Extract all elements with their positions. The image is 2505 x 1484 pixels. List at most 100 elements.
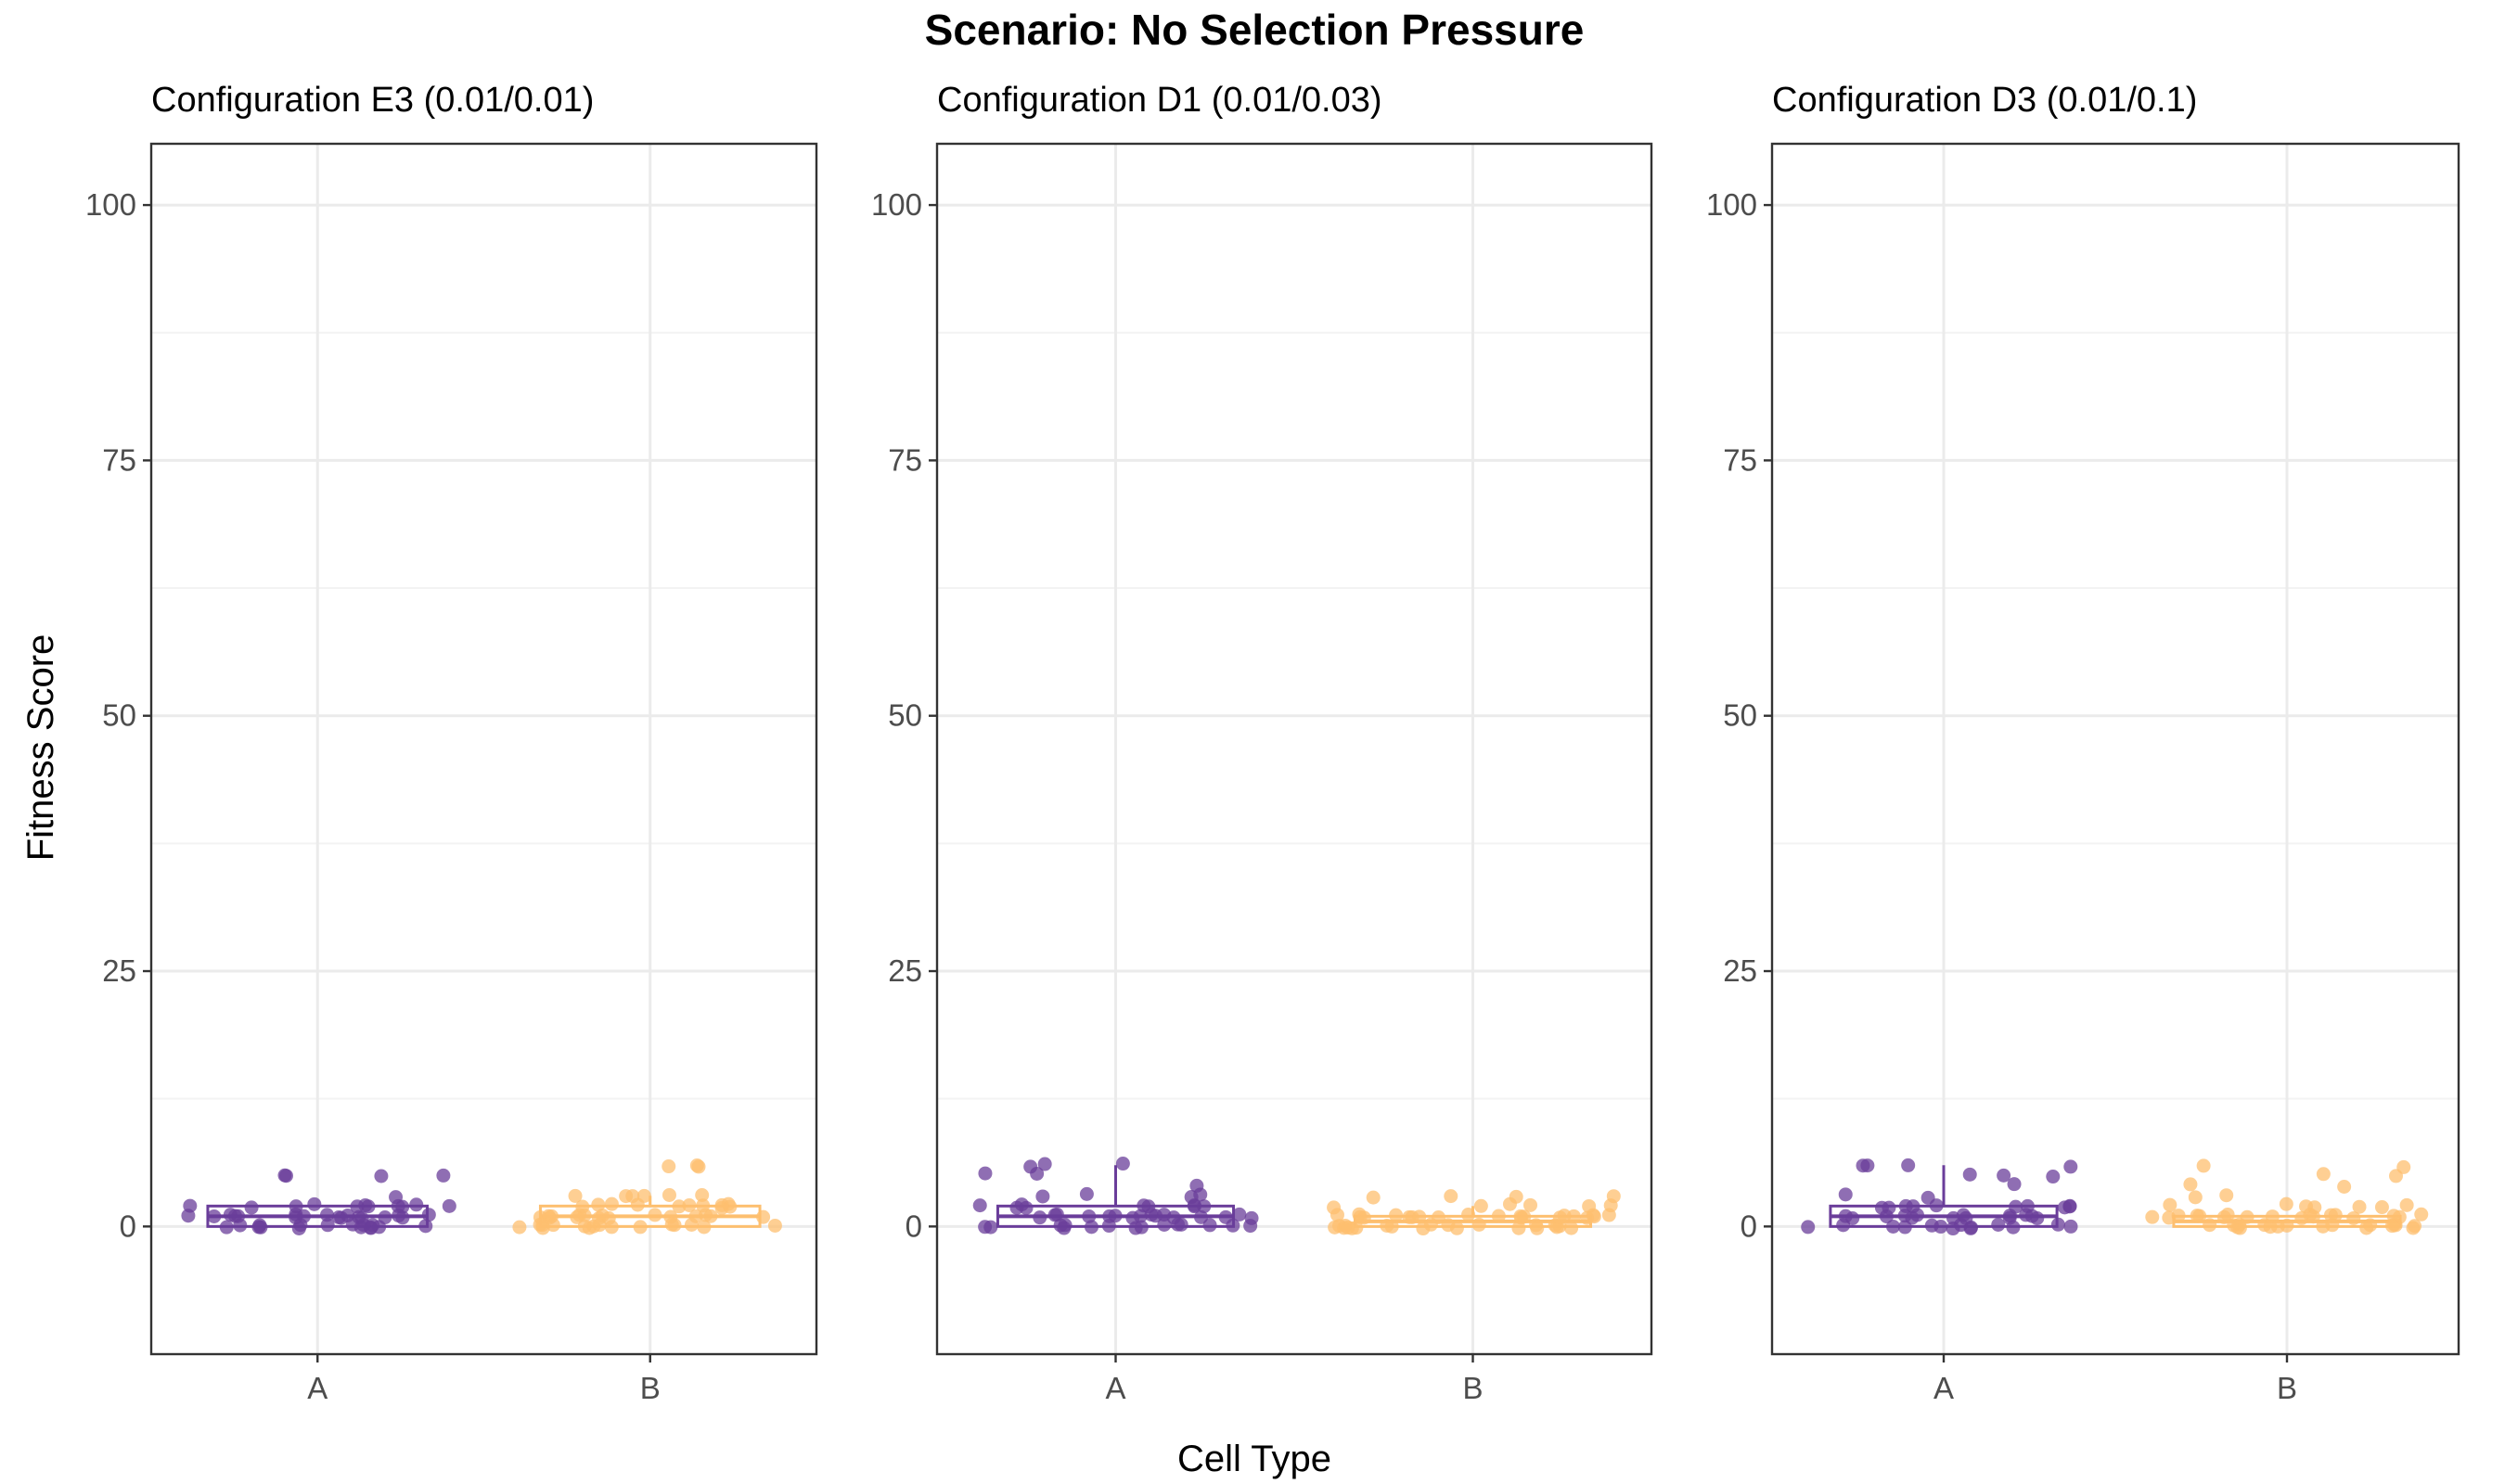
panel-border xyxy=(149,142,818,1356)
x-tick-label: B xyxy=(1462,1371,1483,1405)
data-point xyxy=(392,1209,406,1223)
y-tick-label: 50 xyxy=(1723,698,1757,733)
data-point xyxy=(2232,1221,2247,1235)
data-point xyxy=(582,1221,597,1235)
data-point xyxy=(307,1196,322,1211)
data-point xyxy=(2384,1219,2399,1234)
data-point xyxy=(442,1198,456,1213)
y-tick-label: 25 xyxy=(1723,953,1757,988)
data-point xyxy=(714,1200,729,1215)
data-point xyxy=(1606,1189,1621,1204)
data-point xyxy=(568,1188,583,1203)
data-point xyxy=(2183,1177,2198,1192)
y-tick-label: 25 xyxy=(888,953,922,988)
data-point xyxy=(1530,1221,1545,1235)
data-point xyxy=(689,1158,704,1173)
data-point xyxy=(1389,1208,1404,1222)
data-point xyxy=(1328,1220,1342,1235)
y-tick-label: 0 xyxy=(1741,1209,1757,1243)
data-point xyxy=(278,1169,293,1183)
data-point xyxy=(1523,1197,1538,1212)
panel-1: Configuration E3 (0.01/0.01) 0 25 50 75 100 A B xyxy=(85,81,818,1405)
data-point xyxy=(2057,1200,2072,1215)
data-point xyxy=(1564,1221,1579,1235)
data-point xyxy=(361,1199,376,1214)
data-point xyxy=(2216,1209,2231,1224)
data-point xyxy=(1423,1217,1438,1232)
data-point xyxy=(1193,1187,1208,1202)
data-point xyxy=(356,1218,371,1233)
data-point xyxy=(2399,1197,2414,1212)
data-point xyxy=(1353,1209,1368,1224)
data-point xyxy=(1157,1217,1172,1232)
data-point xyxy=(207,1209,222,1223)
x-tick-label: A xyxy=(1105,1371,1125,1405)
data-point xyxy=(378,1210,392,1225)
data-point xyxy=(1901,1158,1916,1172)
data-point xyxy=(1327,1200,1342,1215)
data-point xyxy=(1108,1209,1123,1223)
data-point xyxy=(2323,1208,2338,1222)
data-point xyxy=(2299,1199,2314,1214)
data-point xyxy=(1084,1220,1098,1235)
data-point xyxy=(636,1188,651,1203)
data-point xyxy=(2190,1209,2204,1223)
data-point xyxy=(1197,1199,1212,1214)
data-point xyxy=(767,1218,782,1233)
data-point xyxy=(978,1166,993,1181)
panel-border xyxy=(935,142,1653,1356)
data-point xyxy=(1552,1210,1567,1225)
data-point xyxy=(1946,1222,1960,1236)
data-point xyxy=(2050,1217,2065,1232)
panel-3: Configuration D3 (0.01/0.1) 0 25 50 75 100 A B xyxy=(1706,81,2460,1405)
data-point xyxy=(1133,1209,1148,1223)
data-point xyxy=(1991,1217,2006,1232)
data-point xyxy=(2408,1219,2422,1234)
data-point xyxy=(1491,1209,1506,1223)
data-point xyxy=(2316,1167,2331,1182)
data-point xyxy=(244,1200,259,1215)
y-tick-label: 75 xyxy=(888,442,922,477)
data-point xyxy=(1148,1209,1163,1223)
data-point xyxy=(350,1199,365,1214)
data-point xyxy=(1128,1221,1143,1235)
data-point xyxy=(1057,1221,1072,1235)
y-tick-label: 50 xyxy=(102,698,136,733)
data-point xyxy=(696,1198,711,1213)
data-point xyxy=(1920,1190,1935,1205)
panel-title: Configuration D3 (0.01/0.1) xyxy=(1772,81,2197,120)
y-tick-label: 0 xyxy=(906,1209,922,1243)
data-point xyxy=(291,1221,306,1235)
data-point xyxy=(2196,1158,2211,1173)
data-point xyxy=(1082,1209,1097,1223)
data-point xyxy=(1956,1208,1971,1222)
data-point xyxy=(2046,1170,2061,1184)
data-point xyxy=(604,1196,619,1211)
data-point xyxy=(2219,1188,2234,1203)
y-tick-label: 75 xyxy=(1723,442,1757,477)
data-point xyxy=(545,1209,559,1223)
data-point xyxy=(227,1209,242,1223)
panel-2: Configuration D1 (0.01/0.03) 0 25 50 75 100 A B xyxy=(871,81,1653,1405)
data-point xyxy=(2188,1190,2203,1205)
data-point xyxy=(2374,1200,2389,1215)
data-point xyxy=(1473,1198,1488,1213)
data-point xyxy=(2306,1209,2320,1224)
y-axis-title: Fitness Score xyxy=(20,634,61,862)
data-point xyxy=(1444,1189,1458,1204)
y-tick-label: 100 xyxy=(85,187,136,222)
data-point xyxy=(2337,1179,2352,1194)
x-tick-label: B xyxy=(640,1371,661,1405)
data-point xyxy=(1838,1187,1853,1202)
data-point xyxy=(1226,1218,1240,1233)
data-point xyxy=(1166,1210,1181,1225)
y-tick-label: 100 xyxy=(1706,187,1757,222)
data-point xyxy=(756,1209,771,1224)
y-tick-label: 0 xyxy=(120,1209,136,1243)
data-point xyxy=(2396,1159,2411,1174)
data-point xyxy=(374,1169,389,1183)
data-point xyxy=(633,1220,648,1235)
x-tick-label: A xyxy=(1933,1371,1954,1405)
data-point xyxy=(1963,1221,1978,1235)
